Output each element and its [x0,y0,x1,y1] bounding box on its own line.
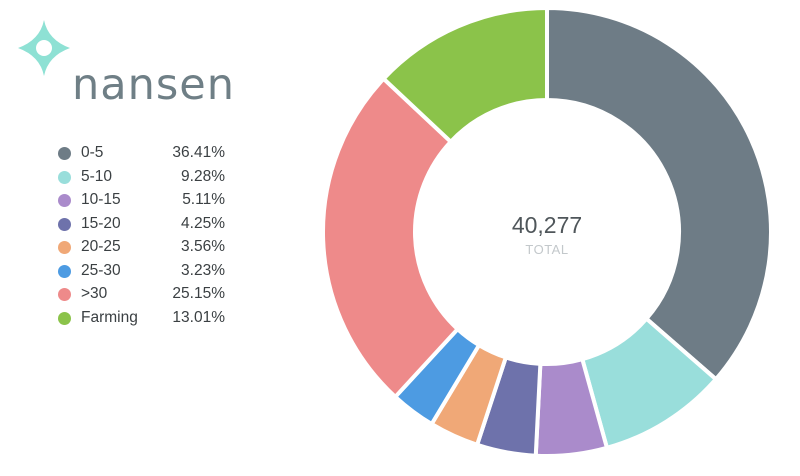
legend-value: 3.23% [181,261,225,279]
legend-label: Farming [81,308,138,326]
legend-label: 10-15 [81,191,121,208]
donut-slice[interactable] [381,6,549,144]
donut-slice[interactable] [321,76,460,399]
legend-swatch [58,241,71,254]
legend-value: 5.11% [182,191,225,208]
legend-item[interactable]: 0-5 36.41% [56,143,236,167]
legend-label: >30 [81,285,108,302]
legend-label: 20-25 [81,238,121,255]
total-label: TOTAL [525,242,569,257]
legend-value: 13.01% [172,308,225,326]
legend-label: 15-20 [81,214,121,232]
legend-value: 3.56% [181,238,225,255]
legend-value: 25.15% [172,285,225,302]
legend-item[interactable]: Farming 13.01% [56,308,236,332]
legend-item[interactable]: >30 25.15% [56,284,236,308]
logo-text: nansen [72,60,235,110]
legend-item[interactable]: 10-15 5.11% [56,190,236,214]
donut-slice[interactable] [545,6,773,382]
nansen-logo: nansen [14,18,244,108]
legend-swatch [58,264,71,278]
legend-label: 25-30 [81,261,121,279]
legend-swatch [58,194,71,207]
legend-value: 4.25% [181,214,225,232]
legend-swatch [58,170,71,184]
legend-value: 9.28% [181,167,225,185]
legend-swatch [58,217,71,231]
total-value: 40,277 [511,212,583,238]
legend-swatch [58,311,71,325]
nansen-logo-icon [18,20,70,76]
legend-label: 0-5 [81,144,104,161]
legend-item[interactable]: 15-20 4.25% [56,214,236,238]
legend-swatch [58,147,71,160]
legend-value: 36.41% [172,144,225,161]
legend-item[interactable]: 25-30 3.23% [56,261,236,285]
legend-label: 5-10 [81,167,113,185]
legend-swatch [58,288,71,301]
legend-item[interactable]: 20-25 3.56% [56,237,236,261]
chart-legend: 0-5 36.41% 5-10 9.28% 10-15 5.11% 15-20 4.25% 20… [56,143,236,331]
legend-item[interactable]: 5-10 9.28% [56,167,236,191]
